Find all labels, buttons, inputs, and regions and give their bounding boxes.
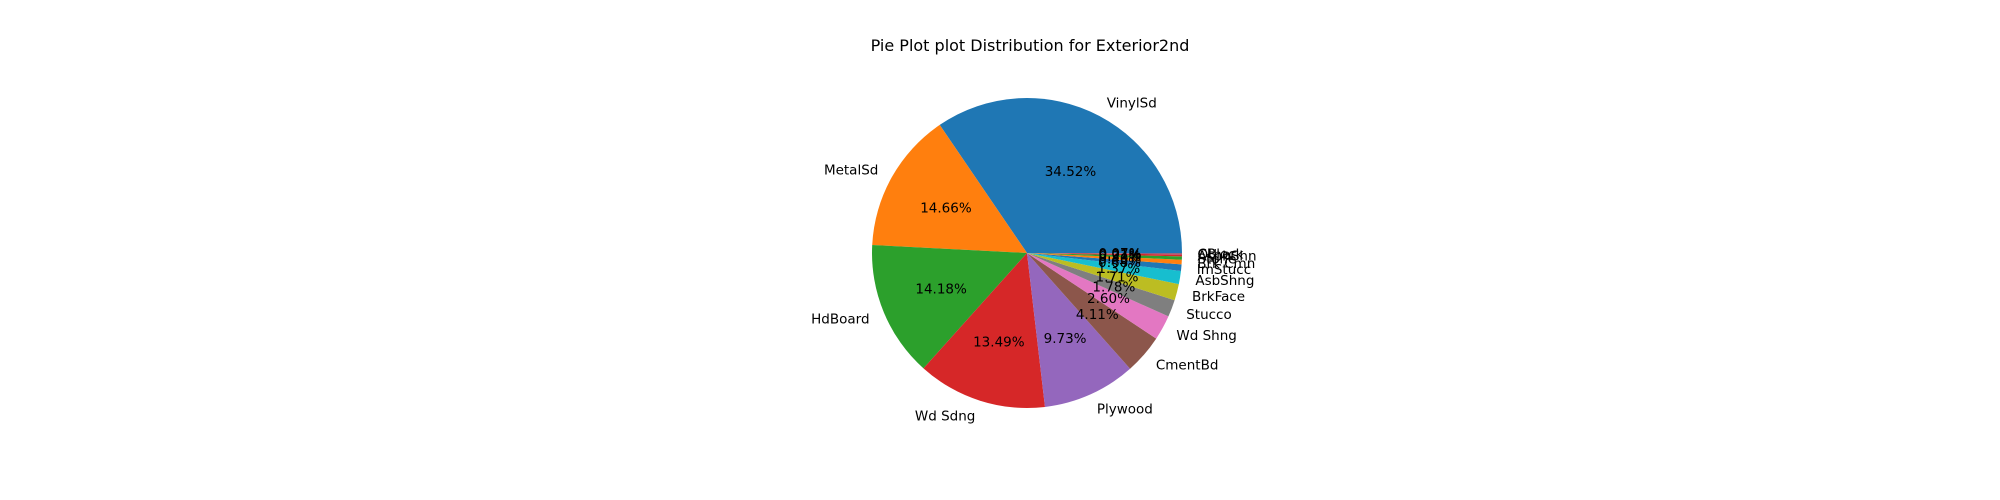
pie-slice-cmentbd bbox=[1027, 253, 1157, 369]
slice-label-wd-sdng: Wd Sdng bbox=[915, 409, 975, 425]
slice-label-hdboard: HdBoard bbox=[811, 311, 869, 327]
pie-slice-wd-sdng bbox=[923, 253, 1045, 408]
pie-slice-stucco bbox=[1027, 253, 1175, 317]
slice-label-metalsd: MetalSd bbox=[824, 162, 878, 178]
slice-percent-vinylsd: 34.52% bbox=[1045, 164, 1097, 180]
slice-label-wd-shng: Wd Shng bbox=[1176, 328, 1236, 344]
chart-title: Pie Plot plot Distribution for Exterior2… bbox=[871, 36, 1190, 55]
slice-label-imstucc: ImStucc bbox=[1197, 262, 1251, 278]
slice-percent-metalsd: 14.66% bbox=[920, 200, 972, 216]
pie-slice-plywood bbox=[1027, 253, 1131, 407]
slice-percent-hdboard: 14.18% bbox=[915, 282, 967, 298]
slice-percent-imstucc: 0.68% bbox=[1098, 255, 1141, 271]
slice-label-stone: Stone bbox=[1197, 252, 1236, 268]
slice-percent-asbshng: 1.37% bbox=[1097, 261, 1140, 277]
pie-slice-brkface bbox=[1027, 253, 1179, 301]
slice-percent-cmentbd: 4.11% bbox=[1076, 307, 1119, 323]
pie-slice-other bbox=[1027, 253, 1182, 255]
slice-percent-stone: 0.34% bbox=[1099, 249, 1142, 265]
slice-label-plywood: Plywood bbox=[1097, 402, 1153, 418]
slice-percent-cblock: 0.07% bbox=[1099, 246, 1142, 262]
slice-percent-wd-sdng: 13.49% bbox=[973, 335, 1025, 351]
slice-label-cmentbd: CmentBd bbox=[1156, 358, 1219, 374]
pie-slice-asphshn bbox=[1027, 253, 1182, 257]
slice-percent-asphshn: 0.21% bbox=[1099, 247, 1142, 263]
slice-percent-other: 0.07% bbox=[1099, 247, 1142, 263]
slice-percent-brk-cmn: 0.48% bbox=[1098, 251, 1141, 267]
slice-label-vinylsd: VinylSd bbox=[1107, 95, 1157, 111]
slice-percent-plywood: 9.73% bbox=[1044, 331, 1087, 347]
slice-label-stucco: Stucco bbox=[1186, 307, 1232, 323]
slice-label-cblock: CBlock bbox=[1198, 246, 1244, 262]
pie-labels: VinylSd 34.52% MetalSd 14.66% HdBoard 14.18% W… bbox=[811, 95, 1256, 424]
pie-slice-brk-cmn bbox=[1027, 253, 1182, 265]
pie-slice-asbshng bbox=[1027, 253, 1181, 285]
slice-label-brkface: BrkFace bbox=[1192, 289, 1245, 305]
pie-slice-hdboard bbox=[872, 245, 1027, 369]
slice-label-other: Other bbox=[1198, 247, 1237, 263]
slice-label-asbshng: AsbShng bbox=[1195, 273, 1254, 289]
pie-slices bbox=[872, 98, 1183, 408]
slice-percent-stucco: 1.78% bbox=[1092, 279, 1135, 295]
pie-slice-wd-shng bbox=[1027, 253, 1169, 339]
pie-slice-imstucc bbox=[1027, 253, 1182, 271]
slice-label-asphshn: AsphShn bbox=[1197, 249, 1256, 265]
pie-slice-cblock bbox=[1027, 253, 1183, 254]
pie-slice-vinylsd bbox=[939, 98, 1182, 253]
slice-label-brk-cmn: Brk Cmn bbox=[1197, 256, 1255, 272]
pie-slice-metalsd bbox=[872, 124, 1027, 253]
pie-slice-stone bbox=[1027, 253, 1182, 260]
slice-percent-brkface: 1.71% bbox=[1096, 270, 1139, 286]
slice-percent-wd-shng: 2.60% bbox=[1087, 291, 1130, 307]
